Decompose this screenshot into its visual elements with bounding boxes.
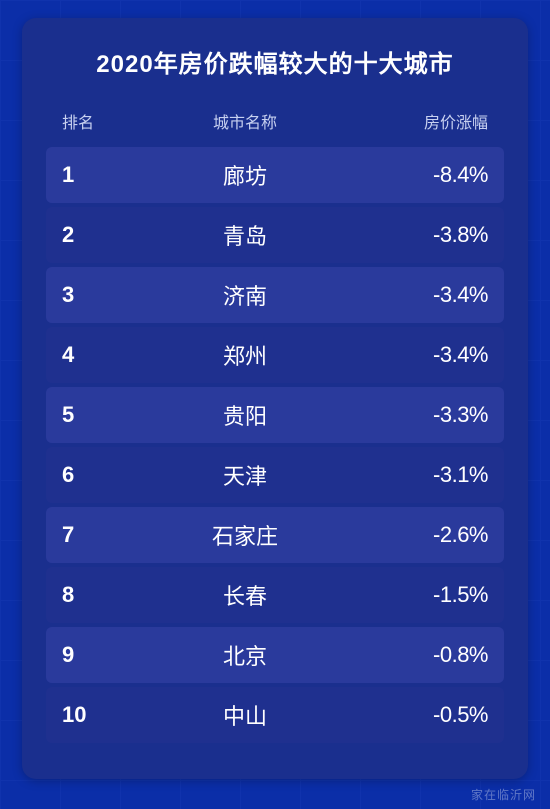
header-rank: 排名: [56, 109, 126, 133]
cell-city: 济南: [126, 279, 364, 311]
table-row: 6 天津 -3.1%: [46, 447, 504, 503]
cell-rank: 9: [56, 642, 126, 668]
cell-rank: 4: [56, 342, 126, 368]
table-row: 3 济南 -3.4%: [46, 267, 504, 323]
header-city: 城市名称: [126, 109, 364, 133]
cell-rank: 1: [56, 162, 126, 188]
cell-change: -3.8%: [364, 222, 494, 248]
cell-change: -8.4%: [364, 162, 494, 188]
cell-rank: 7: [56, 522, 126, 548]
table-row: 9 北京 -0.8%: [46, 627, 504, 683]
cell-change: -0.5%: [364, 702, 494, 728]
cell-city: 贵阳: [126, 399, 364, 431]
cell-rank: 6: [56, 462, 126, 488]
cell-city: 中山: [126, 699, 364, 731]
table-row: 5 贵阳 -3.3%: [46, 387, 504, 443]
cell-city: 郑州: [126, 339, 364, 371]
table-row: 2 青岛 -3.8%: [46, 207, 504, 263]
cell-change: -3.1%: [364, 462, 494, 488]
card-title: 2020年房价跌幅较大的十大城市: [46, 44, 504, 79]
table-row: 10 中山 -0.5%: [46, 687, 504, 743]
ranking-card: 2020年房价跌幅较大的十大城市 排名 城市名称 房价涨幅 1 廊坊 -8.4%…: [22, 18, 528, 779]
cell-change: -3.4%: [364, 342, 494, 368]
cell-city: 天津: [126, 459, 364, 491]
cell-city: 北京: [126, 639, 364, 671]
cell-city: 长春: [126, 579, 364, 611]
table-row: 7 石家庄 -2.6%: [46, 507, 504, 563]
cell-change: -0.8%: [364, 642, 494, 668]
cell-rank: 10: [56, 702, 126, 728]
watermark: 家在临沂网: [471, 786, 536, 803]
header-change: 房价涨幅: [364, 109, 494, 133]
cell-city: 廊坊: [126, 159, 364, 191]
cell-change: -2.6%: [364, 522, 494, 548]
table-header: 排名 城市名称 房价涨幅: [46, 101, 504, 147]
table-row: 1 廊坊 -8.4%: [46, 147, 504, 203]
table-row: 8 长春 -1.5%: [46, 567, 504, 623]
cell-rank: 3: [56, 282, 126, 308]
cell-rank: 2: [56, 222, 126, 248]
cell-rank: 5: [56, 402, 126, 428]
cell-change: -3.3%: [364, 402, 494, 428]
cell-change: -1.5%: [364, 582, 494, 608]
cell-rank: 8: [56, 582, 126, 608]
cell-city: 青岛: [126, 219, 364, 251]
cell-change: -3.4%: [364, 282, 494, 308]
table-body: 1 廊坊 -8.4% 2 青岛 -3.8% 3 济南 -3.4% 4 郑州 -3…: [46, 147, 504, 759]
cell-city: 石家庄: [126, 519, 364, 551]
table-row: 4 郑州 -3.4%: [46, 327, 504, 383]
